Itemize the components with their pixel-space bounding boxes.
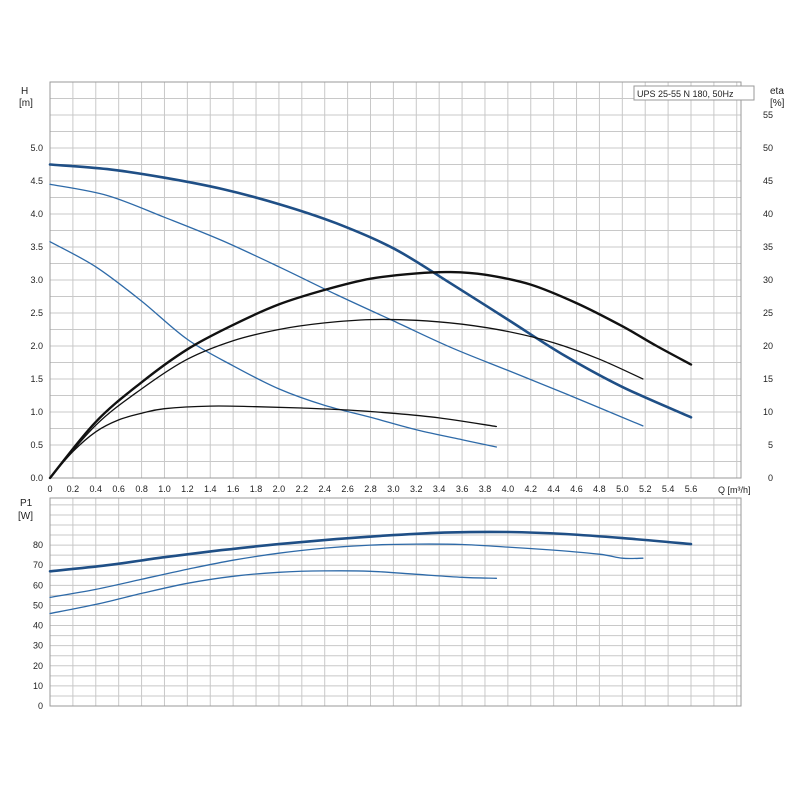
x-tick-label: 1.6	[227, 484, 240, 494]
power-curve-2	[49, 570, 498, 615]
x-tick-label: 4.2	[524, 484, 537, 494]
h-tick-label: 1.0	[30, 407, 43, 417]
x-tick-label: 1.0	[158, 484, 171, 494]
eta-tick-label: 35	[763, 242, 773, 252]
p1-tick-label: 70	[33, 560, 43, 570]
x-tick-label: 5.0	[616, 484, 629, 494]
x-tick-label: 4.0	[502, 484, 515, 494]
curve-layer	[48, 163, 693, 615]
eta-tick-label: 0	[768, 473, 773, 483]
eta-tick-label: 30	[763, 275, 773, 285]
x-tick-label: 1.8	[250, 484, 263, 494]
head-curve-0	[48, 163, 693, 419]
power-curve-0	[48, 530, 693, 573]
eta-axis-title: eta	[770, 86, 784, 97]
eta-tick-label: 25	[763, 308, 773, 318]
eta-tick-label: 55	[763, 110, 773, 120]
x-tick-label: 1.4	[204, 484, 217, 494]
power-axis-title: P1	[20, 498, 33, 509]
p1-tick-label: 30	[33, 641, 43, 651]
eta-tick-label: 45	[763, 176, 773, 186]
h-tick-label: 0.0	[30, 473, 43, 483]
x-tick-label: 5.2	[639, 484, 652, 494]
head-curve-2	[49, 241, 498, 448]
x-tick-label: 3.0	[387, 484, 400, 494]
eta-tick-label: 10	[763, 407, 773, 417]
pump-title-box	[633, 85, 755, 101]
eta-axis-unit: [%]	[770, 98, 785, 109]
p1-tick-label: 10	[33, 681, 43, 691]
x-tick-label: 3.2	[410, 484, 423, 494]
h-tick-label: 3.0	[30, 275, 43, 285]
efficiency-curve-3	[48, 270, 693, 480]
pump-title: UPS 25-55 N 180, 50Hz	[637, 89, 734, 99]
eta-tick-label: 15	[763, 374, 773, 384]
head-curve-1	[49, 183, 644, 427]
h-tick-label: 4.5	[30, 176, 43, 186]
efficiency-curve-4	[49, 318, 644, 479]
x-tick-label: 4.4	[547, 484, 560, 494]
eta-tick-label: 5	[768, 440, 773, 450]
h-tick-label: 4.0	[30, 209, 43, 219]
top-panel-frame	[49, 81, 742, 479]
grid-layer	[49, 81, 742, 707]
x-tick-label: 0.8	[135, 484, 148, 494]
x-tick-label: 5.4	[662, 484, 675, 494]
efficiency-curve-5	[49, 405, 498, 479]
x-tick-label: 2.6	[341, 484, 354, 494]
flow-axis-title: Q [m³/h]	[718, 485, 751, 495]
x-tick-label: 0	[47, 484, 52, 494]
eta-tick-label: 50	[763, 143, 773, 153]
label-layer: H [m] eta [%] Q [m³/h] P1 [W] UPS 25-55 …	[18, 85, 785, 711]
h-tick-label: 3.5	[30, 242, 43, 252]
h-tick-label: 5.0	[30, 143, 43, 153]
x-tick-label: 4.6	[570, 484, 583, 494]
x-tick-label: 5.6	[685, 484, 698, 494]
x-tick-label: 0.4	[90, 484, 103, 494]
power-axis-unit: [W]	[18, 511, 33, 522]
eta-tick-label: 40	[763, 209, 773, 219]
x-tick-label: 0.2	[67, 484, 80, 494]
x-tick-label: 2.0	[273, 484, 286, 494]
p1-tick-label: 60	[33, 580, 43, 590]
head-axis-title: H	[21, 86, 28, 97]
eta-tick-label: 20	[763, 341, 773, 351]
h-tick-label: 0.5	[30, 440, 43, 450]
h-tick-label: 1.5	[30, 374, 43, 384]
p1-tick-label: 50	[33, 600, 43, 610]
p1-tick-label: 40	[33, 621, 43, 631]
power-curve-1	[49, 543, 644, 599]
h-tick-label: 2.0	[30, 341, 43, 351]
x-tick-label: 3.4	[433, 484, 446, 494]
x-tick-label: 4.8	[593, 484, 606, 494]
x-tick-label: 0.6	[112, 484, 125, 494]
head-axis-unit: [m]	[19, 98, 33, 109]
p1-tick-label: 80	[33, 540, 43, 550]
x-tick-label: 2.2	[296, 484, 309, 494]
bottom-panel-frame	[49, 497, 742, 707]
x-tick-label: 2.4	[318, 484, 331, 494]
x-tick-label: 3.8	[479, 484, 492, 494]
x-tick-label: 2.8	[364, 484, 377, 494]
x-tick-label: 3.6	[456, 484, 469, 494]
h-tick-label: 2.5	[30, 308, 43, 318]
p1-tick-label: 20	[33, 661, 43, 671]
x-tick-label: 1.2	[181, 484, 194, 494]
p1-tick-label: 0	[38, 701, 43, 711]
